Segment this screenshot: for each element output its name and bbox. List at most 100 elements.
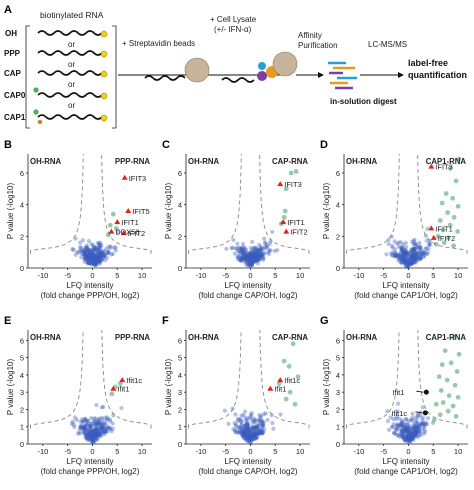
- data-point: [87, 437, 92, 442]
- data-point: [241, 425, 247, 431]
- data-point: [241, 248, 246, 254]
- data-point: [405, 436, 410, 441]
- step-quantification: quantification: [408, 70, 467, 80]
- data-point: [245, 255, 251, 260]
- data-point: [410, 256, 415, 262]
- significant-point: [451, 243, 457, 249]
- significant-point: [450, 195, 456, 201]
- data-point: [98, 252, 103, 257]
- data-point: [416, 433, 422, 438]
- data-point: [410, 425, 415, 431]
- data-point: [414, 427, 419, 432]
- data-point: [249, 261, 254, 266]
- data-point: [405, 258, 411, 263]
- data-point: [409, 434, 414, 439]
- data-point: [86, 255, 91, 260]
- x-tick-label: -10: [353, 271, 364, 280]
- data-point: [390, 424, 395, 430]
- data-point: [83, 253, 89, 258]
- significant-point: [109, 391, 115, 397]
- data-point: [257, 430, 262, 435]
- data-point: [85, 251, 90, 256]
- data-point: [396, 258, 401, 263]
- significant-point: [435, 233, 441, 239]
- data-point: [410, 435, 415, 440]
- data-point: [245, 416, 250, 421]
- data-point: [265, 243, 270, 248]
- data-point: [251, 425, 257, 431]
- data-point: [243, 251, 248, 257]
- data-point: [98, 255, 103, 260]
- data-point: [243, 254, 248, 259]
- data-point: [232, 251, 237, 256]
- data-point: [399, 434, 405, 439]
- data-point: [92, 432, 97, 438]
- data-point: [94, 433, 99, 438]
- data-point: [78, 431, 83, 436]
- step-cell-lysate: + Cell Lysate: [210, 15, 257, 24]
- data-point: [411, 255, 416, 260]
- data-point: [242, 435, 247, 440]
- hit-label: IFIT3: [284, 180, 302, 189]
- data-point: [256, 418, 261, 423]
- data-point: [249, 432, 254, 437]
- data-point: [239, 249, 244, 255]
- data-point: [412, 259, 417, 265]
- data-point: [404, 432, 410, 437]
- data-point: [412, 431, 417, 436]
- rna-strand-icon: [37, 70, 103, 76]
- data-point: [103, 428, 108, 434]
- data-point: [255, 250, 260, 256]
- significant-point: [448, 360, 454, 366]
- hit-pointer: [416, 390, 424, 393]
- data-point: [100, 422, 105, 428]
- data-point: [411, 433, 416, 438]
- data-point: [81, 427, 86, 432]
- data-point: [253, 431, 258, 437]
- data-point: [248, 437, 253, 442]
- data-point: [242, 256, 247, 261]
- data-point: [265, 417, 270, 423]
- data-point: [402, 249, 407, 255]
- data-point: [245, 433, 250, 439]
- data-point: [91, 432, 96, 438]
- data-point: [403, 252, 408, 258]
- data-point: [250, 435, 255, 440]
- data-point: [90, 439, 95, 444]
- data-point: [98, 250, 103, 256]
- x-tick-label: -5: [222, 447, 229, 456]
- data-point: [82, 259, 87, 264]
- x-tick-label: 0: [406, 447, 410, 456]
- data-point: [411, 247, 416, 252]
- data-point: [101, 255, 106, 260]
- data-point: [408, 261, 413, 266]
- data-point: [100, 426, 105, 431]
- data-point: [254, 430, 259, 436]
- panel-label-e: E: [4, 315, 11, 327]
- y-tick-label: 6: [336, 169, 340, 178]
- data-point: [411, 431, 416, 437]
- data-point: [83, 256, 88, 261]
- data-point: [82, 426, 88, 431]
- data-point: [96, 254, 101, 259]
- data-point: [239, 247, 244, 253]
- data-point: [86, 260, 92, 266]
- hit-label: Ifit1: [117, 385, 129, 394]
- data-point: [242, 430, 247, 436]
- data-point: [412, 426, 417, 432]
- data-point: [91, 253, 96, 259]
- data-point: [87, 247, 92, 252]
- data-point: [254, 258, 259, 263]
- significant-point: [437, 412, 443, 418]
- data-point: [85, 438, 91, 443]
- significant-point: [447, 222, 453, 228]
- data-point: [405, 425, 410, 430]
- data-point: [249, 262, 254, 267]
- data-point: [83, 435, 88, 440]
- data-point: [392, 431, 397, 436]
- data-point: [399, 430, 404, 436]
- data-point: [409, 255, 414, 261]
- data-point: [411, 432, 416, 438]
- y-tick-label: 6: [178, 169, 182, 178]
- hit-pointer: [415, 411, 423, 414]
